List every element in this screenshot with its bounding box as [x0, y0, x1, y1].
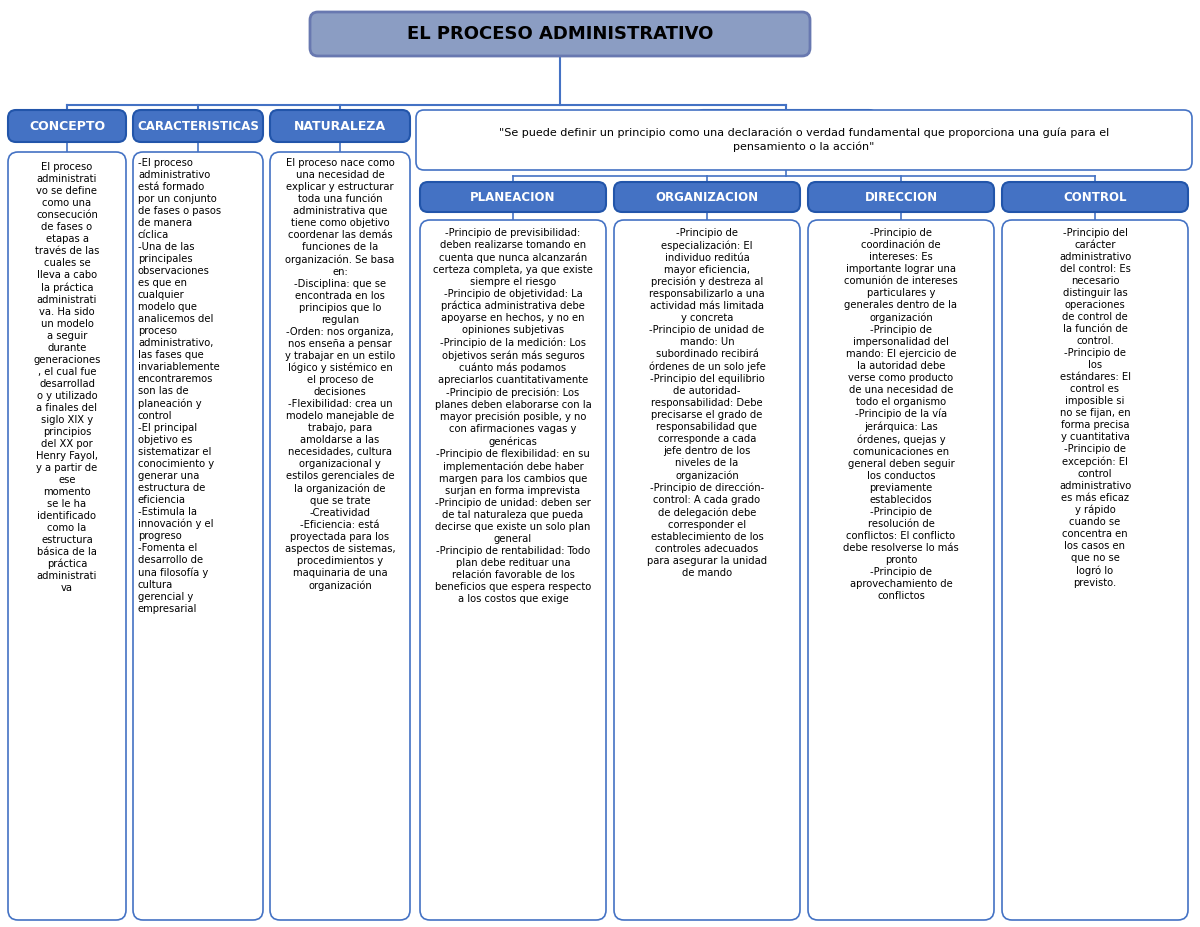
FancyBboxPatch shape: [133, 110, 263, 142]
Text: CONCEPTO: CONCEPTO: [29, 120, 106, 133]
Text: El proceso
administrati
vo se define
como una
consecución
de fases o
etapas a
tr: El proceso administrati vo se define com…: [34, 162, 101, 593]
Text: PLANEACION: PLANEACION: [470, 191, 556, 204]
Text: -Principio del
carácter
administrativo
del control: Es
necesario
distinguir las
: -Principio del carácter administrativo d…: [1058, 228, 1132, 588]
FancyBboxPatch shape: [416, 110, 1192, 170]
FancyBboxPatch shape: [808, 182, 994, 212]
FancyBboxPatch shape: [420, 182, 606, 212]
FancyBboxPatch shape: [8, 152, 126, 920]
Text: "Se puede definir un principio como una declaración o verdad fundamental que pro: "Se puede definir un principio como una …: [499, 128, 1109, 152]
FancyBboxPatch shape: [614, 182, 800, 212]
Text: -Principio de
especialización: El
individuo reditúa
mayor eficiencia,
precisión : -Principio de especialización: El indivi…: [647, 228, 767, 578]
FancyBboxPatch shape: [270, 110, 410, 142]
Text: -El proceso
administrativo
está formado
por un conjunto
de fases o pasos
de mane: -El proceso administrativo está formado …: [138, 158, 221, 614]
FancyBboxPatch shape: [808, 220, 994, 920]
FancyBboxPatch shape: [270, 152, 410, 920]
Text: El proceso nace como
una necesidad de
explicar y estructurar
toda una función
ad: El proceso nace como una necesidad de ex…: [284, 158, 395, 590]
FancyBboxPatch shape: [614, 220, 800, 920]
Text: DIRECCION: DIRECCION: [864, 191, 937, 204]
Text: -Principio de previsibilidad:
deben realizarse tomando en
cuenta que nunca alcan: -Principio de previsibilidad: deben real…: [433, 228, 593, 603]
FancyBboxPatch shape: [695, 110, 877, 142]
FancyBboxPatch shape: [1002, 182, 1188, 212]
Text: NATURALEZA: NATURALEZA: [294, 120, 386, 133]
Text: EL PROCESO ADMINISTRATIVO: EL PROCESO ADMINISTRATIVO: [407, 25, 713, 43]
FancyBboxPatch shape: [310, 12, 810, 56]
Text: ORGANIZACION: ORGANIZACION: [655, 191, 758, 204]
Text: CARACTERISTICAS: CARACTERISTICAS: [137, 120, 259, 133]
FancyBboxPatch shape: [133, 152, 263, 920]
FancyBboxPatch shape: [1002, 220, 1188, 920]
Text: PRINCIPIOS: PRINCIPIOS: [745, 120, 827, 133]
FancyBboxPatch shape: [420, 220, 606, 920]
Text: -Principio de
coordinación de
intereses: Es
importante lograr una
comunión de in: -Principio de coordinación de intereses:…: [844, 228, 959, 601]
Text: CONTROL: CONTROL: [1063, 191, 1127, 204]
FancyBboxPatch shape: [8, 110, 126, 142]
